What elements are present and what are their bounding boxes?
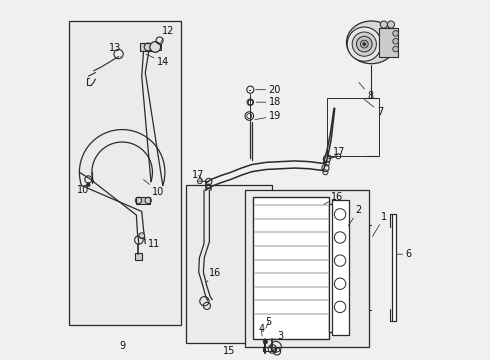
Text: 10: 10 (77, 182, 89, 195)
Circle shape (87, 183, 90, 186)
Bar (392, 214, 396, 321)
Bar (248, 100, 252, 104)
Bar (332, 200, 348, 336)
Circle shape (139, 233, 145, 239)
Text: 18: 18 (256, 97, 281, 107)
Bar (136, 197, 150, 204)
Text: 17: 17 (192, 170, 205, 180)
Text: 17: 17 (325, 147, 345, 157)
Circle shape (360, 40, 368, 48)
Text: 1: 1 (372, 212, 388, 237)
Circle shape (363, 43, 366, 46)
Circle shape (388, 21, 394, 28)
Bar (69, 21, 181, 325)
Bar (135, 253, 142, 260)
Text: 3: 3 (272, 331, 284, 341)
Circle shape (393, 46, 398, 52)
Circle shape (356, 36, 372, 52)
Text: 13: 13 (109, 44, 121, 57)
Bar (140, 44, 150, 51)
Bar (379, 28, 398, 57)
Circle shape (393, 39, 398, 44)
Text: 16: 16 (206, 268, 221, 283)
Circle shape (380, 21, 388, 28)
Bar (152, 44, 161, 50)
Text: 10: 10 (144, 179, 165, 197)
Text: 14: 14 (146, 54, 169, 67)
Ellipse shape (346, 21, 396, 64)
Bar (253, 197, 329, 339)
Bar (186, 185, 272, 343)
Circle shape (150, 42, 161, 52)
Text: 12: 12 (161, 26, 175, 42)
Text: 16: 16 (324, 192, 343, 204)
Text: 8: 8 (359, 82, 373, 101)
Text: 15: 15 (223, 346, 235, 356)
Text: 6: 6 (397, 249, 412, 259)
Circle shape (352, 32, 376, 56)
Bar (245, 190, 369, 347)
Text: 19: 19 (255, 111, 281, 121)
Text: 7: 7 (364, 99, 383, 117)
Text: 5: 5 (266, 317, 272, 328)
Text: 9: 9 (120, 341, 126, 351)
Text: 4: 4 (258, 324, 264, 336)
Text: 20: 20 (256, 85, 281, 95)
Text: 2: 2 (348, 206, 362, 226)
Bar (329, 204, 336, 332)
Bar (327, 98, 379, 156)
Circle shape (263, 340, 268, 344)
Circle shape (347, 27, 381, 61)
Circle shape (393, 31, 398, 36)
Text: 11: 11 (138, 237, 160, 248)
